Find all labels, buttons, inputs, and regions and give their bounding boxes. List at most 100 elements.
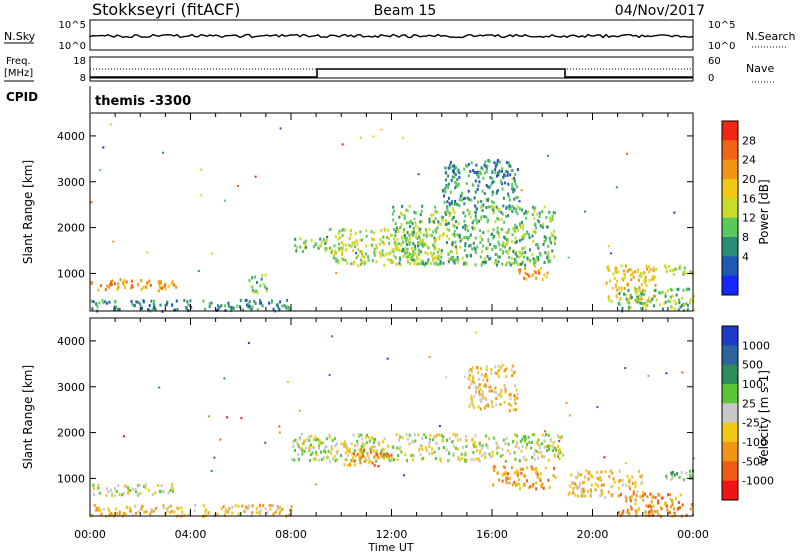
power-cell bbox=[148, 304, 151, 307]
velocity-cell bbox=[398, 447, 401, 451]
velocity-cell bbox=[505, 481, 508, 485]
velocity-cell bbox=[560, 435, 563, 439]
power-cell bbox=[644, 280, 647, 284]
nsky-right-tick-bottom: 10^0 bbox=[708, 41, 735, 52]
power-cell bbox=[521, 260, 524, 264]
power-cell bbox=[517, 268, 520, 272]
velocity-cell bbox=[589, 473, 592, 477]
velocity-cell bbox=[478, 377, 481, 381]
power-cell bbox=[584, 210, 587, 213]
power-cell bbox=[480, 215, 483, 219]
power-cell bbox=[525, 216, 528, 220]
velocity-cell bbox=[380, 454, 383, 458]
power-colorbar-segment bbox=[722, 275, 738, 296]
velocity-cell bbox=[514, 408, 517, 412]
power-cell bbox=[381, 249, 384, 253]
velocity-cell bbox=[358, 448, 361, 452]
power-cell bbox=[350, 262, 353, 266]
power-cell bbox=[513, 176, 515, 180]
power-cell bbox=[451, 175, 454, 179]
power-cell bbox=[616, 288, 619, 292]
velocity-cell bbox=[405, 432, 408, 436]
power-cell bbox=[461, 256, 464, 260]
nsky-left-tick-top: 10^5 bbox=[59, 20, 86, 31]
velocity-cell bbox=[431, 451, 433, 455]
power-cell bbox=[105, 301, 108, 305]
velocity-cell bbox=[105, 493, 108, 497]
power-cell bbox=[341, 247, 344, 250]
velocity-cell bbox=[105, 487, 108, 491]
velocity-cell bbox=[330, 447, 333, 451]
power-cell bbox=[504, 181, 507, 185]
power-cell bbox=[640, 283, 643, 287]
velocity-cell bbox=[528, 440, 531, 444]
power-cell bbox=[451, 242, 454, 246]
velocity-cell bbox=[505, 476, 508, 480]
power-cell bbox=[618, 286, 621, 290]
power-cell bbox=[208, 302, 211, 306]
velocity-cell bbox=[428, 441, 431, 445]
power-cell bbox=[341, 234, 344, 238]
velocity-cell bbox=[647, 504, 650, 508]
power-cell bbox=[254, 175, 257, 178]
velocity-cell bbox=[551, 444, 554, 448]
velocity-cell bbox=[364, 456, 367, 460]
power-cell bbox=[543, 240, 546, 243]
power-cell bbox=[448, 257, 451, 261]
velocity-cell bbox=[456, 433, 459, 437]
power-cell bbox=[548, 236, 551, 240]
velocity-cell bbox=[274, 510, 277, 514]
power-cell bbox=[666, 289, 669, 293]
power-cell bbox=[395, 262, 398, 266]
velocity-cell bbox=[611, 494, 614, 498]
velocity-cell bbox=[210, 469, 213, 472]
velocity-cell bbox=[457, 438, 459, 442]
power-cell bbox=[170, 282, 173, 286]
velocity-cell bbox=[556, 434, 559, 437]
power-cell bbox=[416, 262, 419, 266]
power-cell bbox=[254, 289, 257, 293]
velocity-cell bbox=[524, 434, 527, 438]
power-cell bbox=[677, 287, 680, 291]
velocity-cell bbox=[123, 484, 126, 488]
power-cell bbox=[440, 215, 443, 219]
power-cell bbox=[464, 214, 467, 218]
velocity-cell bbox=[241, 504, 244, 508]
velocity-cell bbox=[310, 434, 313, 438]
power-cell bbox=[372, 135, 375, 138]
velocity-cell bbox=[519, 467, 522, 471]
velocity-cell bbox=[382, 454, 385, 458]
velocity-cell bbox=[496, 442, 498, 446]
power-cell bbox=[506, 251, 509, 255]
power-cell bbox=[498, 160, 501, 164]
power-cell bbox=[620, 289, 623, 293]
velocity-cell bbox=[323, 449, 326, 453]
velocity-cell bbox=[641, 494, 644, 498]
velocity-cell bbox=[336, 458, 339, 461]
velocity-cell bbox=[675, 496, 677, 500]
power-cell bbox=[605, 281, 608, 285]
velocity-cell bbox=[555, 448, 558, 452]
velocity-cell bbox=[357, 433, 360, 437]
power-cell bbox=[429, 262, 432, 265]
power-cell bbox=[643, 293, 645, 297]
power-cell bbox=[360, 252, 363, 256]
power-cell bbox=[528, 274, 531, 278]
power-cell bbox=[261, 273, 264, 277]
power-cell bbox=[453, 211, 456, 215]
power-cell bbox=[413, 253, 415, 257]
velocity-cell bbox=[434, 434, 437, 438]
power-cell bbox=[344, 248, 347, 252]
power-cell bbox=[493, 244, 496, 248]
velocity-cell bbox=[367, 435, 370, 439]
power-cell bbox=[509, 207, 512, 211]
power-cell bbox=[277, 305, 280, 309]
power-cell bbox=[510, 263, 513, 267]
velocity-cell bbox=[526, 442, 528, 446]
power-cell bbox=[477, 175, 480, 179]
power-cell bbox=[490, 204, 493, 208]
power-cell bbox=[631, 272, 634, 276]
power-cell bbox=[517, 228, 519, 232]
power-cell bbox=[610, 252, 613, 255]
